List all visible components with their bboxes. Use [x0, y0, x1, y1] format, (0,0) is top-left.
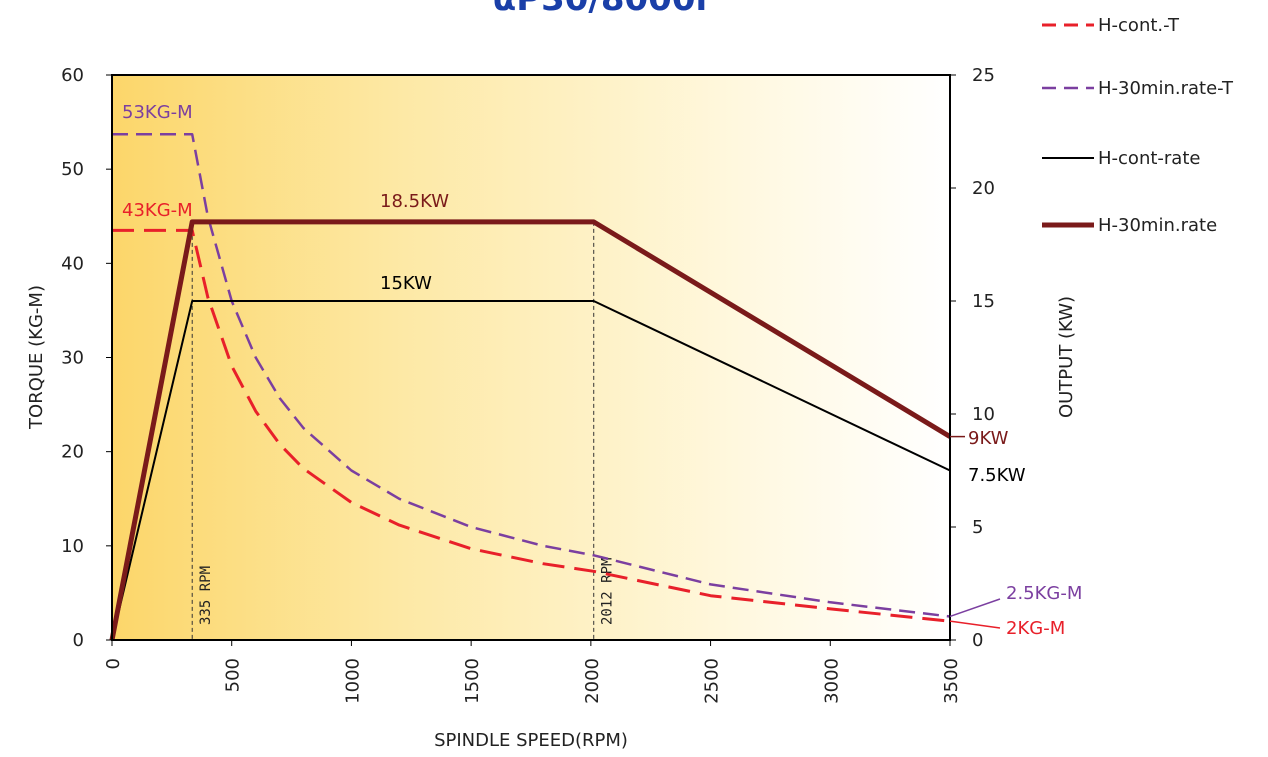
legend-label-3: H-cont-rate [1098, 148, 1200, 169]
legend-label-2: H-30min.rate-T [1098, 78, 1234, 99]
y-left-tick-label: 20 [61, 442, 84, 463]
x-tick-label: 1000 [342, 658, 363, 704]
annotation-2: 43KG-M [122, 200, 193, 221]
y-left-tick-label: 40 [61, 253, 84, 274]
x-tick-label: 2000 [582, 658, 603, 704]
plot-area [112, 75, 950, 640]
y-right-tick-label: 0 [972, 630, 983, 651]
x-tick-label: 3500 [941, 658, 962, 704]
y-right-tick-label: 25 [972, 65, 995, 86]
x-tick-label: 1500 [462, 658, 483, 704]
annotation-5: 9KW [968, 428, 1009, 449]
series-line-2 [112, 133, 951, 618]
chart-title: αP30/8000i [493, 0, 707, 19]
vline-label-1: 335 RPM [198, 566, 214, 625]
vline-label-2: 2012 RPM [600, 558, 616, 625]
annotation-4: 15KW [380, 273, 432, 294]
y-right-tick-label: 15 [972, 291, 995, 312]
y-left-tick-label: 10 [61, 536, 84, 557]
y-left-tick-label: 50 [61, 159, 84, 180]
y-right-tick-label: 5 [972, 517, 983, 538]
x-axis-title: SPINDLE SPEED(RPM) [434, 730, 628, 751]
x-tick-label: 3000 [821, 658, 842, 704]
leader-2kgm [949, 620, 1001, 629]
y-left-tick-label: 30 [61, 348, 84, 369]
x-tick-label: 500 [223, 658, 244, 692]
annotation-1: 53KG-M [122, 102, 193, 123]
x-tick-label: 2500 [702, 658, 723, 704]
legend-label-4: H-30min.rate [1098, 215, 1217, 236]
legend: H-cont.-T H-30min.rate-T H-cont-rate H-30mi… [1042, 15, 1234, 236]
annotation-3: 18.5KW [380, 191, 449, 212]
annotation-7: 2.5KG-M [1006, 583, 1082, 604]
leader-2-5kgm [949, 598, 1001, 618]
y-left-tick-label: 0 [73, 630, 84, 651]
annotation-6: 7.5KW [968, 465, 1026, 486]
legend-label-1: H-cont.-T [1098, 15, 1180, 36]
y-axis-left-title: TORQUE (KG-M) [26, 285, 47, 430]
series-line-1 [112, 228, 951, 623]
y-left-tick-label: 60 [61, 65, 84, 86]
series-line-3 [111, 300, 951, 641]
annotation-8: 2KG-M [1006, 618, 1065, 639]
series-line-4 [109, 219, 952, 641]
x-tick-label: 0 [103, 658, 124, 669]
y-right-tick-label: 20 [972, 178, 995, 199]
y-right-tick-label: 10 [972, 404, 995, 425]
y-axis-right-title: OUTPUT (KW) [1056, 296, 1077, 418]
